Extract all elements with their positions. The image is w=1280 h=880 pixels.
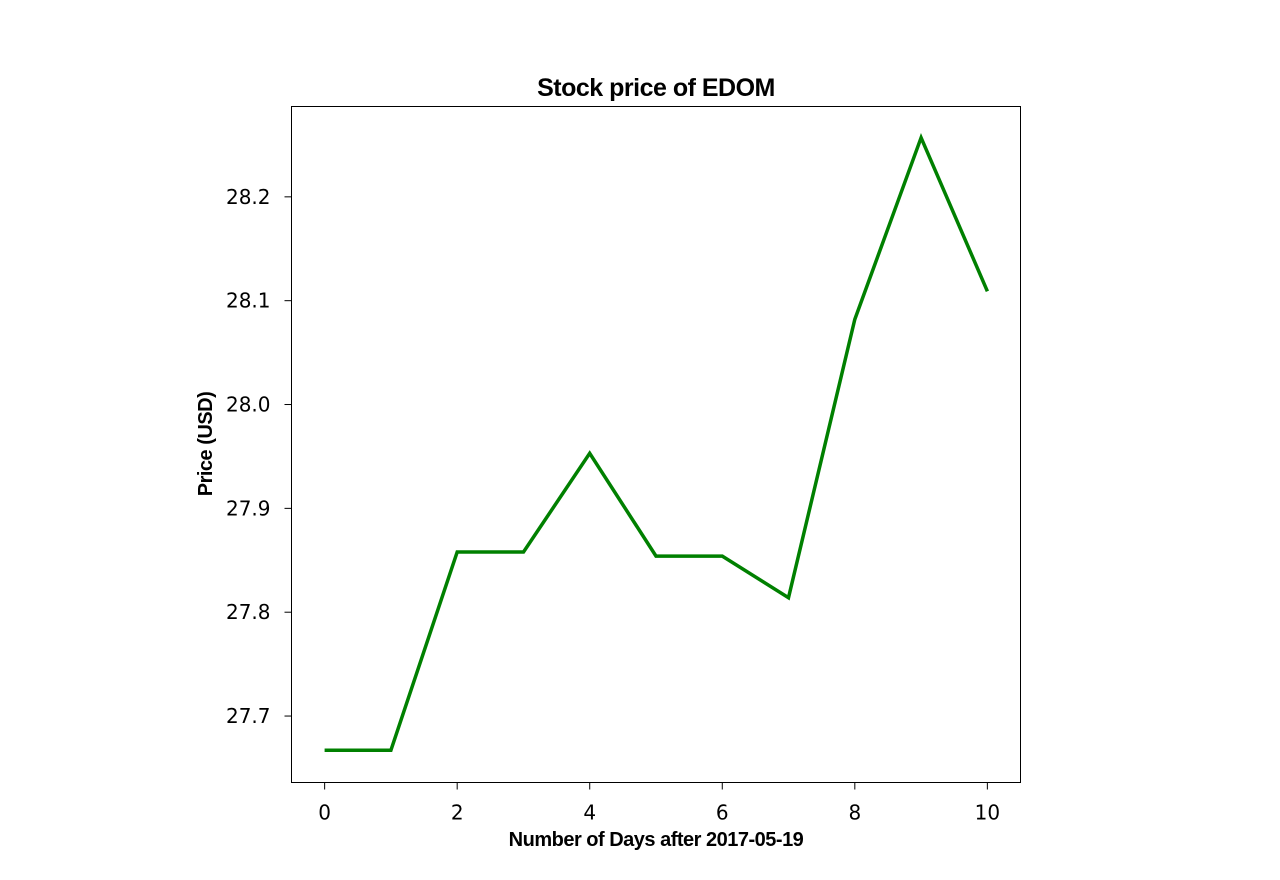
y-tick-label: 27.9 [226,496,271,520]
x-tick-label: 10 [975,801,1000,825]
x-tick-label: 2 [451,801,464,825]
y-axis-label: Price (USD) [195,392,217,497]
series-line-edom [324,132,990,753]
y-tick-label: 27.7 [226,704,271,728]
x-tick-label: 8 [848,801,861,825]
y-tick-label: 28.1 [226,289,271,313]
chart-title: Stock price of EDOM [537,74,775,102]
y-tick-label: 27.8 [226,600,271,624]
x-axis-ticks: 0 2 4 6 8 10 [318,782,1000,825]
y-tick-label: 28.2 [226,185,271,209]
x-tick-label: 0 [318,801,331,825]
y-tick-label: 28.0 [226,393,271,417]
x-tick-label: 4 [583,801,596,825]
x-tick-label: 6 [716,801,729,825]
plot-frame [291,106,1021,783]
y-axis-ticks: 27.7 27.8 27.9 28.0 28.1 28.2 [226,185,292,728]
x-axis-label: Number of Days after 2017-05-19 [509,829,804,851]
